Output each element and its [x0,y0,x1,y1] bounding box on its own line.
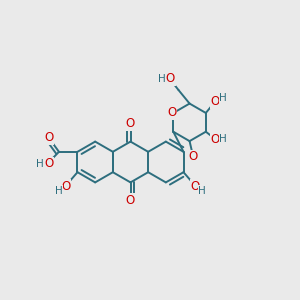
Text: O: O [189,150,198,163]
Text: O: O [61,180,71,193]
Text: O: O [44,131,53,144]
Text: H: H [198,186,206,196]
Text: H: H [55,186,63,196]
Text: O: O [126,117,135,130]
Text: O: O [44,157,53,170]
Text: O: O [126,194,135,207]
Text: H: H [36,159,43,169]
Text: O: O [190,180,200,193]
Text: H: H [219,134,227,144]
Text: O: O [211,95,220,108]
Text: O: O [211,133,220,146]
Text: O: O [166,72,175,85]
Text: H: H [219,92,227,103]
Text: O: O [167,106,176,119]
Text: H: H [158,74,165,83]
